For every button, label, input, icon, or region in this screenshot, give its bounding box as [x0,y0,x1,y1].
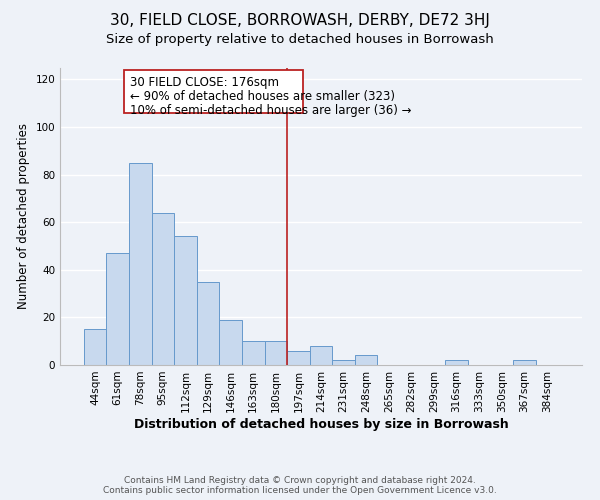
Bar [445,360,468,365]
Bar [355,356,377,365]
Y-axis label: Number of detached properties: Number of detached properties [17,123,30,309]
Bar [265,341,287,365]
Text: ← 90% of detached houses are smaller (323): ← 90% of detached houses are smaller (32… [130,90,395,103]
X-axis label: Distribution of detached houses by size in Borrowash: Distribution of detached houses by size … [134,418,508,430]
Bar [242,341,265,365]
Bar [287,350,310,365]
Bar [310,346,332,365]
Text: Contains HM Land Registry data © Crown copyright and database right 2024.: Contains HM Land Registry data © Crown c… [124,476,476,485]
Text: 30, FIELD CLOSE, BORROWASH, DERBY, DE72 3HJ: 30, FIELD CLOSE, BORROWASH, DERBY, DE72 … [110,12,490,28]
Bar [152,212,174,365]
Text: Contains public sector information licensed under the Open Government Licence v3: Contains public sector information licen… [103,486,497,495]
Bar [332,360,355,365]
Bar [84,330,106,365]
FancyBboxPatch shape [124,70,303,112]
Bar [220,320,242,365]
Text: Size of property relative to detached houses in Borrowash: Size of property relative to detached ho… [106,32,494,46]
Bar [513,360,536,365]
Bar [174,236,197,365]
Text: 30 FIELD CLOSE: 176sqm: 30 FIELD CLOSE: 176sqm [130,76,279,89]
Bar [106,253,129,365]
Bar [129,162,152,365]
Bar [197,282,220,365]
Text: 10% of semi-detached houses are larger (36) →: 10% of semi-detached houses are larger (… [130,104,412,118]
